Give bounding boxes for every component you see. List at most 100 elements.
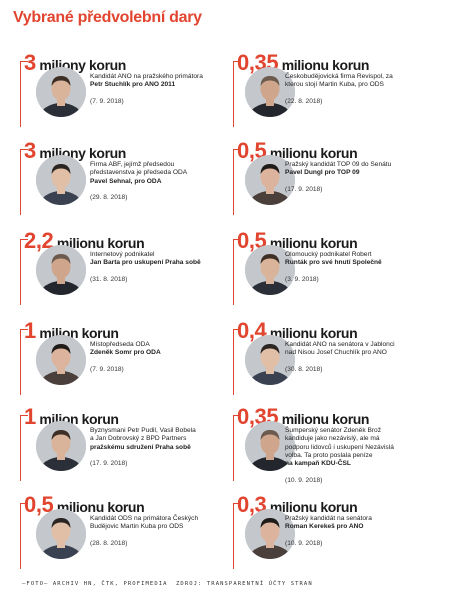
amount-unit: milionu korun <box>266 325 358 341</box>
donation-amount: 2,2 milionu korun <box>24 228 145 254</box>
donation-date: (28. 8. 2018) <box>90 539 128 547</box>
bracket-line <box>233 239 241 305</box>
description-line: volba. Ta proto poslala peníze <box>285 451 373 459</box>
description-bold: Jan Barta pro uskupení Praha sobě <box>90 259 201 267</box>
description-line: Místopředseda ODA <box>90 341 150 348</box>
donation-date: (7. 9. 2018) <box>90 365 124 373</box>
amount-unit: milionu korun <box>53 499 145 515</box>
description-line: Pražský kandidát TOP 09 do Senátu <box>285 161 392 168</box>
description-line: Internetový podnikatel <box>90 251 155 258</box>
description-bold: Zdeněk Somr pro ODA <box>90 349 161 357</box>
bracket-line <box>233 149 241 215</box>
donation-description: Kandidát ANO na pražského primátora Petr … <box>90 73 203 90</box>
description-line: Šumperský senátor Zdeněk Brož <box>285 427 382 434</box>
donation-description: Kandidát ODS na primátora Českých Budějov… <box>90 515 198 532</box>
donation-entry: 0,4 milionu korun Kandidát ANO na senáto… <box>225 318 450 410</box>
amount-unit: milionu korun <box>266 145 358 161</box>
description-line: kandiduje jako nezávislý, ale má <box>285 435 380 443</box>
bracket-line <box>20 149 28 215</box>
donation-date: (17. 9. 2018) <box>90 459 128 467</box>
bracket-line <box>233 329 241 395</box>
amount-number: 1 <box>24 404 36 429</box>
donor-photo <box>245 245 295 295</box>
donation-date: (29. 8. 2018) <box>90 193 128 201</box>
bracket-line <box>20 239 28 305</box>
donation-description: Firma ABF, jejímž předsedou představenstv… <box>90 161 187 186</box>
amount-unit: milionu korun <box>266 235 358 251</box>
description-line: Českobudějovická firma Revispol, za <box>285 73 393 80</box>
donation-description: Místopředseda ODA Zdeněk Somr pro ODA <box>90 341 161 358</box>
donation-description: Pražský kandidát TOP 09 do Senátu Pavel D… <box>285 161 391 178</box>
bracket-line <box>233 503 241 569</box>
bracket-line <box>20 415 28 481</box>
donation-date: (22. 8. 2018) <box>285 97 323 105</box>
source-note: ZDROJ: TRANSPARENTNÍ ÚČTY STRAN <box>176 581 313 587</box>
amount-unit: milionu korun <box>278 57 370 73</box>
description-line: Byznysmani Petr Pudil, Vasil Bobela <box>90 427 196 434</box>
page-title: Vybrané předvolební dary <box>13 9 202 26</box>
donation-entry: 3 miliony korun Kandidát ANO na pražskéh… <box>0 50 225 142</box>
donation-amount: 0,4 milionu korun <box>237 318 358 344</box>
amount-number: 3 <box>24 138 36 163</box>
donation-entry: 2,2 milionu korun Internetový podnikatel… <box>0 228 225 320</box>
donation-date: (30. 8. 2018) <box>285 365 323 373</box>
description-line: a Jan Dobrovský z BPD Partners <box>90 435 187 443</box>
bracket-line <box>20 503 28 569</box>
donation-description: Kandidát ANO na senátora v Jablonci nad N… <box>285 341 395 358</box>
donation-entry: 0,5 milionu korun Pražský kandidát TOP 0… <box>225 138 450 230</box>
donation-date: (31. 8. 2018) <box>90 275 128 283</box>
description-line: Kandidát ANO na senátora v Jablonci <box>285 341 395 348</box>
bracket-line <box>20 329 28 395</box>
donation-entry: 1 milion korun Byznysmani Petr Pudil, Va… <box>0 404 225 496</box>
description-bold: Petr Stuchlík pro ANO 2011 <box>90 81 176 89</box>
donation-entry: 0,35 milionu korun Českobudějovická firm… <box>225 50 450 142</box>
donation-date: (10. 9. 2018) <box>285 539 323 547</box>
donor-photo <box>245 335 295 385</box>
donation-entry: 0,5 milionu korun Olomoucký podnikatel R… <box>225 228 450 320</box>
donor-photo <box>245 421 295 471</box>
donation-entry: 3 miliony korun Firma ABF, jejímž předse… <box>0 138 225 230</box>
description-line: Kandidát ANO na pražského primátora <box>90 73 203 80</box>
description-line: podporu lidovců i uskupení Nezávislá <box>285 443 394 451</box>
description-bold: Pavel Sehnal, pro ODA <box>90 177 162 185</box>
bracket-line <box>20 61 28 127</box>
donor-photo <box>245 509 295 559</box>
donation-entry: 0,3 milionu korun Pražský kandidát na se… <box>225 492 450 584</box>
donor-photo <box>245 67 295 117</box>
donation-entry: 1 milion korun Místopředseda ODA Zdeněk S… <box>0 318 225 410</box>
donor-photo <box>36 155 86 205</box>
description-bold: pražskému sdružení Praha sobě <box>90 443 191 451</box>
bracket-line <box>233 61 241 127</box>
description-line: nad Nisou Josef Chuchlík pro ANO <box>285 349 387 357</box>
donation-amount: 0,5 milionu korun <box>237 138 358 164</box>
description-bold: na kampaň KDU-ČSL <box>285 460 351 468</box>
description-bold: Pavel Dungl pro TOP 09 <box>285 169 360 177</box>
donation-date: (10. 9. 2018) <box>285 476 323 484</box>
donation-description: Byznysmani Petr Pudil, Vasil Bobela a Jan… <box>90 427 196 452</box>
description-line: představenstva je předseda ODA <box>90 169 188 177</box>
amount-unit: milionu korun <box>53 235 145 251</box>
donation-entry: 0,5 milionu korun Kandidát ODS na primát… <box>0 492 225 584</box>
donation-entry: 0,35 milionu korun Šumperský senátor Zde… <box>225 404 450 496</box>
donation-date: (17. 9. 2018) <box>285 185 323 193</box>
description-line: Budějovic Martin Kuba pro ODS <box>90 523 184 531</box>
description-line: Kandidát ODS na primátora Českých <box>90 515 199 522</box>
donation-description: Českobudějovická firma Revispol, za ktero… <box>285 73 393 90</box>
description-line: Firma ABF, jejímž předsedou <box>90 161 175 168</box>
donation-description: Olomoucký podnikatel Robert Runták pro sv… <box>285 251 382 268</box>
donor-photo <box>36 245 86 295</box>
donation-date: (7. 9. 2018) <box>90 97 124 105</box>
donor-photo <box>245 155 295 205</box>
donor-photo <box>36 67 86 117</box>
donor-photo <box>36 335 86 385</box>
donor-photo <box>36 421 86 471</box>
donation-description: Pražský kandidát na senátora Roman Kereke… <box>285 515 372 532</box>
amount-unit: milionu korun <box>278 411 370 427</box>
amount-unit: milionu korun <box>266 499 358 515</box>
description-line: Olomoucký podnikatel Robert <box>285 251 372 258</box>
amount-number: 3 <box>24 50 36 75</box>
description-bold: Runták pro své hnutí Společně <box>285 259 382 267</box>
bracket-line <box>233 415 241 481</box>
donation-date: (3. 9. 2018) <box>285 275 319 283</box>
description-bold: Roman Kerekeš pro ANO <box>285 523 364 531</box>
